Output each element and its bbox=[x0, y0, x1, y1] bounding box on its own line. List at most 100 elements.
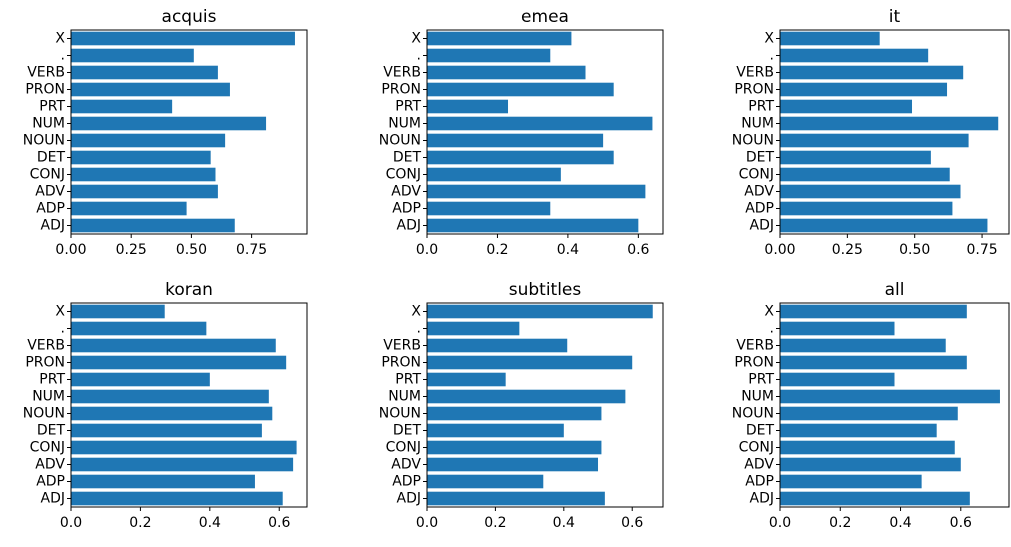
y-tick-label: X bbox=[764, 304, 774, 320]
y-tick-label: ADV bbox=[35, 184, 65, 200]
bar-ADJ bbox=[427, 491, 605, 506]
bar-VERB bbox=[427, 65, 586, 80]
bar-ADP bbox=[780, 474, 922, 489]
y-tick-label: PRT bbox=[395, 99, 421, 115]
y-tick-label: ADP bbox=[36, 474, 65, 490]
bar-X bbox=[427, 304, 653, 319]
y-tick-label: CONJ bbox=[30, 167, 65, 183]
x-tick-label: 0.25 bbox=[116, 242, 147, 258]
axes-frame bbox=[70, 302, 308, 508]
bar-X bbox=[71, 304, 165, 319]
y-tick-label: NOUN bbox=[732, 133, 774, 149]
y-tick-label: DET bbox=[393, 150, 422, 166]
bar-NOUN bbox=[780, 406, 958, 421]
y-tick-label: ADJ bbox=[41, 491, 66, 507]
bar-PRON bbox=[427, 355, 633, 370]
y-tick-label: ADV bbox=[391, 184, 421, 200]
y-tick-label: VERB bbox=[383, 338, 421, 354]
bar-ADP bbox=[427, 201, 551, 216]
bar-DET bbox=[780, 423, 937, 438]
bar-ADP bbox=[780, 201, 953, 216]
bar-PRON bbox=[780, 82, 948, 97]
bar-X bbox=[780, 31, 880, 46]
subplot-title: it bbox=[889, 7, 901, 27]
x-tick-label: 0.4 bbox=[553, 515, 575, 531]
bar-VERB bbox=[71, 338, 276, 353]
bar-PRT bbox=[780, 99, 913, 114]
y-tick-label: PRT bbox=[748, 372, 774, 388]
y-tick-label: ADV bbox=[744, 457, 774, 473]
bar-ADV bbox=[780, 457, 961, 472]
bar-NOUN bbox=[427, 406, 602, 421]
bar-PRON bbox=[71, 82, 230, 97]
bar-CONJ bbox=[780, 167, 950, 182]
bar-VERB bbox=[71, 65, 218, 80]
bar-VERB bbox=[780, 65, 964, 80]
bar-NUM bbox=[427, 389, 626, 404]
y-tick-label: NUM bbox=[741, 116, 774, 132]
bar-NOUN bbox=[780, 133, 969, 148]
bar-X bbox=[780, 304, 967, 319]
bar-PRT bbox=[427, 372, 506, 387]
y-tick-label: ADP bbox=[392, 474, 421, 490]
bar-NOUN bbox=[427, 133, 604, 148]
bar-DET bbox=[427, 423, 564, 438]
x-tick-label: 0.2 bbox=[486, 242, 508, 258]
bar-ADV bbox=[71, 457, 294, 472]
bar-CONJ bbox=[427, 440, 602, 455]
bar-ADP bbox=[71, 201, 187, 216]
y-tick-label: VERB bbox=[736, 338, 774, 354]
x-tick-label: 0.50 bbox=[176, 242, 207, 258]
y-tick-label: NUM bbox=[32, 389, 65, 405]
x-tick-label: 0.2 bbox=[484, 515, 506, 531]
bar-ADV bbox=[780, 184, 961, 199]
y-tick-label: . bbox=[770, 48, 774, 64]
bar-PRON bbox=[780, 355, 967, 370]
bar-CONJ bbox=[780, 440, 955, 455]
x-tick-label: 0.0 bbox=[416, 515, 438, 531]
bar-PRON bbox=[71, 355, 287, 370]
y-tick-label: CONJ bbox=[386, 167, 421, 183]
bar-VERB bbox=[427, 338, 568, 353]
y-tick-label: VERB bbox=[27, 338, 65, 354]
x-tick-label: 0.2 bbox=[129, 515, 151, 531]
x-tick-label: 0.00 bbox=[55, 242, 86, 258]
y-tick-label: ADP bbox=[745, 474, 774, 490]
bar-NUM bbox=[780, 116, 999, 131]
y-tick-label: PRT bbox=[395, 372, 421, 388]
bar-. bbox=[71, 321, 207, 336]
bar-ADP bbox=[427, 474, 544, 489]
bar-PRT bbox=[71, 99, 173, 114]
bar-PRON bbox=[427, 82, 614, 97]
y-tick-label: . bbox=[417, 48, 421, 64]
y-tick-label: DET bbox=[746, 150, 775, 166]
x-tick-label: 0.00 bbox=[764, 242, 795, 258]
x-tick-label: 0.50 bbox=[899, 242, 930, 258]
x-tick-label: 0.4 bbox=[557, 242, 579, 258]
y-tick-label: CONJ bbox=[386, 440, 421, 456]
x-tick-label: 0.75 bbox=[966, 242, 997, 258]
y-tick-label: X bbox=[764, 31, 774, 47]
axes-frame bbox=[70, 29, 308, 235]
bar-NUM bbox=[71, 389, 269, 404]
y-tick-label: ADV bbox=[391, 457, 421, 473]
y-tick-label: PRON bbox=[381, 82, 421, 98]
axes-frame bbox=[779, 302, 1010, 508]
y-tick-label: . bbox=[61, 48, 65, 64]
y-tick-label: ADV bbox=[35, 457, 65, 473]
y-tick-label: . bbox=[61, 321, 65, 337]
bar-X bbox=[71, 31, 295, 46]
bar-NUM bbox=[71, 116, 267, 131]
y-tick-label: . bbox=[770, 321, 774, 337]
y-tick-label: X bbox=[411, 31, 421, 47]
y-tick-label: ADV bbox=[744, 184, 774, 200]
x-tick-label: 0.4 bbox=[199, 515, 221, 531]
y-tick-label: X bbox=[55, 304, 65, 320]
y-tick-label: PRT bbox=[748, 99, 774, 115]
subplot-title: acquis bbox=[162, 7, 217, 27]
